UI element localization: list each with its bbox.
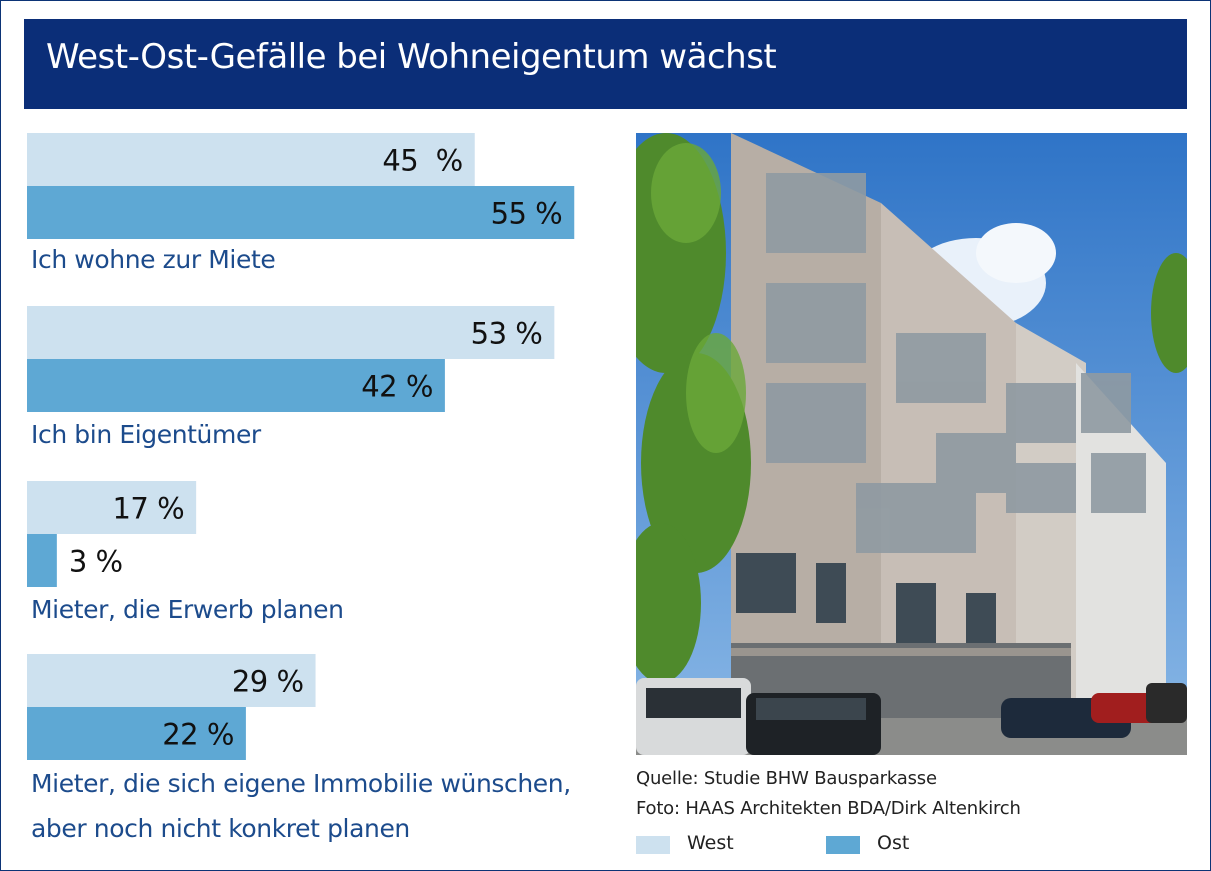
bar-chart-svg: 45 % 53 % 17 % 29 % 55 % 42 % 3 % 22 % bbox=[27, 133, 575, 760]
data-label-ost-miete: 55 % bbox=[491, 197, 563, 231]
category-label-immobilie-wuenschen-1: Mieter, die sich eigene Immobilie wünsch… bbox=[31, 769, 571, 798]
data-label-west-immobilie-wuenschen: 29 % bbox=[232, 665, 304, 699]
building-photo bbox=[636, 133, 1187, 755]
title-bar: West-Ost-Gefälle bei Wohneigentum wächst bbox=[24, 19, 1187, 109]
category-label-immobilie-wuenschen-2: aber noch nicht konkret planen bbox=[31, 814, 410, 843]
bar-chart: 45 % 53 % 17 % 29 % 55 % 42 % 3 % 22 % Ich wohn… bbox=[0, 0, 600, 871]
data-label-ost-erwerb-planen: 3 % bbox=[69, 545, 123, 579]
category-label-eigentuemer: Ich bin Eigentümer bbox=[31, 420, 261, 449]
bar-west-immobilie-wuenschen bbox=[27, 654, 316, 707]
legend-label-west: West bbox=[687, 832, 734, 854]
bar-west-miete bbox=[27, 133, 475, 186]
data-label-west-eigentuemer: 53 % bbox=[471, 317, 543, 351]
bar-ost-erwerb-planen bbox=[27, 534, 57, 587]
data-label-west-miete: 45 % bbox=[382, 144, 462, 178]
source-caption: Quelle: Studie BHW Bausparkasse bbox=[636, 768, 937, 789]
bar-ost-miete bbox=[27, 186, 575, 239]
photo-credit-caption: Foto: HAAS Architekten BDA/Dirk Altenkir… bbox=[636, 798, 1021, 819]
bar-west-eigentuemer bbox=[27, 306, 555, 359]
legend-label-ost: Ost bbox=[877, 832, 910, 854]
bar-west-erwerb-planen bbox=[27, 481, 197, 534]
data-label-ost-eigentuemer: 42 % bbox=[361, 370, 433, 404]
bar-ost-immobilie-wuenschen bbox=[27, 707, 246, 760]
page-title: West-Ost-Gefälle bei Wohneigentum wächst bbox=[46, 37, 777, 77]
data-label-ost-immobilie-wuenschen: 22 % bbox=[162, 718, 234, 752]
bar-ost-eigentuemer bbox=[27, 359, 445, 412]
legend-swatch-ost bbox=[826, 836, 860, 854]
data-label-west-erwerb-planen: 17 % bbox=[112, 492, 184, 526]
category-label-erwerb-planen: Mieter, die Erwerb planen bbox=[31, 595, 344, 624]
legend-swatch-west bbox=[636, 836, 670, 854]
category-label-miete: Ich wohne zur Miete bbox=[31, 245, 276, 274]
